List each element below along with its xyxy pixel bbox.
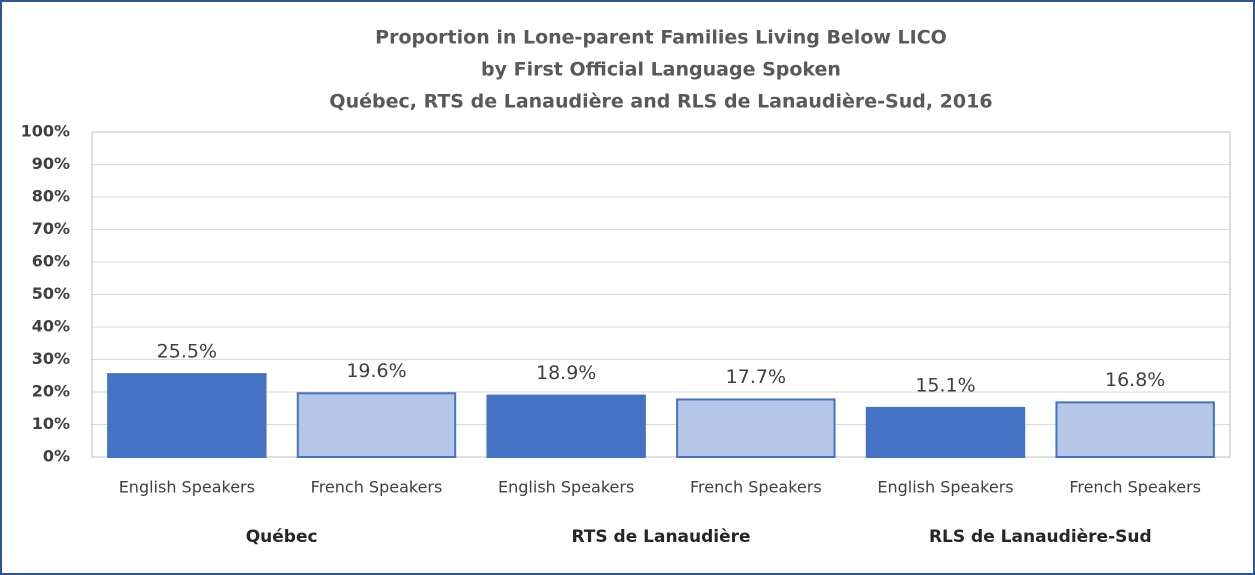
y-tick-label: 30% xyxy=(32,349,70,368)
bar xyxy=(296,392,457,458)
chart-title: Proportion in Lone-parent Families Livin… xyxy=(375,27,947,49)
y-tick-label: 80% xyxy=(32,187,70,206)
data-label: 18.9% xyxy=(536,362,596,384)
y-tick-label: 70% xyxy=(32,219,70,238)
x-tick-label: English Speakers xyxy=(498,478,634,497)
x-tick-label: English Speakers xyxy=(877,478,1013,497)
data-label: 15.1% xyxy=(915,374,975,396)
y-tick-label: 50% xyxy=(32,284,70,303)
chart-title: Québec, RTS de Lanaudière and RLS de Lan… xyxy=(329,91,992,113)
group-label: Québec xyxy=(246,527,318,547)
x-tick-label: French Speakers xyxy=(311,478,443,497)
y-tick-label: 0% xyxy=(43,447,70,466)
y-tick-label: 40% xyxy=(32,317,70,336)
bar xyxy=(865,406,1026,458)
y-tick-label: 100% xyxy=(21,122,70,141)
y-tick-label: 90% xyxy=(32,154,70,173)
data-label: 16.8% xyxy=(1105,369,1165,391)
bar xyxy=(486,394,646,459)
chart-title: by First Official Language Spoken xyxy=(481,59,841,81)
x-tick-label: French Speakers xyxy=(690,478,822,497)
group-label: RLS de Lanaudière-Sud xyxy=(929,527,1152,547)
y-tick-label: 60% xyxy=(32,252,70,271)
bar xyxy=(107,373,267,458)
group-label: RTS de Lanaudière xyxy=(571,527,750,547)
data-label: 17.7% xyxy=(726,366,786,388)
y-tick-label: 10% xyxy=(32,414,70,433)
y-tick-label: 20% xyxy=(32,382,70,401)
bar xyxy=(1055,401,1215,458)
x-tick-label: French Speakers xyxy=(1069,478,1201,497)
bar xyxy=(676,398,836,459)
data-label: 19.6% xyxy=(346,360,406,382)
plot-border xyxy=(91,131,1231,458)
x-tick-label: English Speakers xyxy=(119,478,255,497)
data-label: 25.5% xyxy=(157,341,217,363)
